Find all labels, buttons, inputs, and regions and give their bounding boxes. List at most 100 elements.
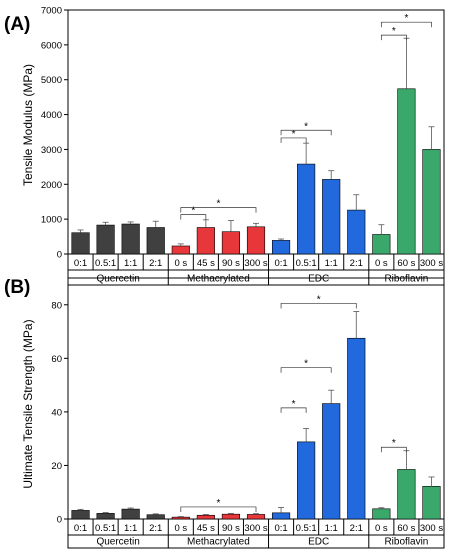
a-significance-bracket xyxy=(280,129,332,136)
a-significance-mark: * xyxy=(292,129,296,140)
a-bar-riboflavin-0-s xyxy=(372,234,391,255)
a-x-tick-label: 2:1 xyxy=(149,258,162,269)
b-bar-riboflavin-0-s xyxy=(372,508,391,520)
b-group-label-methacrylated: Methacrylated xyxy=(187,537,250,548)
b-significance-mark: * xyxy=(392,438,396,449)
a-significance-bracket xyxy=(180,214,207,220)
b-y-tick-label: 80 xyxy=(51,300,62,311)
b-bar-quercetin-2-1 xyxy=(146,514,165,520)
b-x-tick-label: 0 s xyxy=(375,523,388,534)
a-group-label-quercetin: Quercetin xyxy=(96,274,139,285)
panel-b-ultimate-tensile-strength: (B) Ultimate Tensile Strength (MPa) 0 20 4… xyxy=(4,277,445,549)
panel-b-label: (B) xyxy=(4,277,30,298)
a-x-tick-label: 90 s xyxy=(222,258,240,269)
b-x-tick-label: 1:1 xyxy=(124,523,137,534)
b-x-tick-label: 60 s xyxy=(397,523,415,534)
a-group-label-edc: EDC xyxy=(308,274,329,285)
b-x-tick-label: 0.5:1 xyxy=(95,523,116,534)
b-bar-riboflavin-300-s xyxy=(422,486,441,520)
b-bar-quercetin-0-5-1 xyxy=(96,513,115,520)
b-bar-edc-0-5-1 xyxy=(297,441,316,520)
a-y-tick-label: 7000 xyxy=(41,6,62,17)
b-x-tick-label: 300 s xyxy=(420,523,443,534)
b-bar-edc-0-1 xyxy=(271,512,291,520)
a-significance-bracket xyxy=(280,137,307,143)
a-y-tick-label: 0 xyxy=(57,250,62,261)
a-bar-riboflavin-300-s xyxy=(422,149,441,255)
a-x-tick-label: 1:1 xyxy=(124,258,137,269)
b-significance-mark: * xyxy=(216,498,220,509)
a-significance-mark: * xyxy=(191,206,195,217)
b-group-label-quercetin: Quercetin xyxy=(96,537,139,548)
a-bar-methacrylated-300-s xyxy=(246,226,266,255)
a-y-tick-label: 2000 xyxy=(41,180,62,191)
panel-a-y-axis-label: Tensile Modulus (MPa) xyxy=(21,64,35,186)
a-significance-bracket xyxy=(380,21,432,28)
b-significance-bracket xyxy=(380,446,407,453)
b-y-tick-label: 0 xyxy=(57,515,62,526)
panel-b-y-axis-label: Ultimate Tensile Strength (MPa) xyxy=(21,319,35,488)
b-bar-methacrylated-90-s xyxy=(221,513,241,520)
a-x-tick-label: 45 s xyxy=(197,258,215,269)
a-y-tick-label: 5000 xyxy=(41,75,62,86)
b-x-tick-label: 90 s xyxy=(222,523,240,534)
a-bar-edc-0-5-1 xyxy=(297,163,316,255)
a-bar-methacrylated-0-s xyxy=(171,245,190,255)
a-significance-bracket xyxy=(380,34,407,41)
a-bar-quercetin-1-1 xyxy=(121,223,140,255)
b-bar-edc-2-1 xyxy=(347,337,366,520)
a-bar-quercetin-0-5-1 xyxy=(96,224,115,255)
a-significance-bracket xyxy=(180,207,257,213)
a-y-tick-label: 3000 xyxy=(41,145,62,156)
b-bar-quercetin-0-1 xyxy=(71,510,90,520)
a-bar-riboflavin-60-s xyxy=(397,88,416,255)
b-significance-bracket xyxy=(280,303,357,309)
a-bar-methacrylated-90-s xyxy=(221,231,241,255)
b-x-tick-label: 2:1 xyxy=(350,523,363,534)
a-x-tick-label: 2:1 xyxy=(350,258,363,269)
a-y-tick-label: 1000 xyxy=(41,215,62,226)
a-x-tick-label: 60 s xyxy=(397,258,415,269)
a-group-label-methacrylated: Methacrylated xyxy=(187,274,250,285)
b-bar-methacrylated-45-s xyxy=(196,514,215,520)
a-plot-frame xyxy=(67,9,445,255)
b-x-tick-label: 2:1 xyxy=(149,523,162,534)
b-bar-quercetin-1-1 xyxy=(121,508,140,520)
a-x-tick-label: 300 s xyxy=(420,258,443,269)
b-bar-methacrylated-0-s xyxy=(171,516,190,520)
panel-a-label: (A) xyxy=(4,14,30,35)
b-significance-mark: * xyxy=(304,359,308,370)
b-significance-bracket xyxy=(180,506,257,512)
a-x-tick-label: 0:1 xyxy=(274,258,287,269)
a-bar-methacrylated-45-s xyxy=(196,227,215,255)
b-y-tick-label: 40 xyxy=(51,407,62,418)
a-bar-edc-2-1 xyxy=(347,209,366,255)
b-plot-frame xyxy=(67,277,445,520)
b-x-tick-label: 0:1 xyxy=(274,523,287,534)
a-bar-edc-0-1 xyxy=(271,240,291,255)
a-group-label-riboflavin: Riboflavin xyxy=(384,274,428,285)
a-significance-mark: * xyxy=(404,13,408,24)
b-x-tick-label: 0:1 xyxy=(74,523,87,534)
b-group-label-edc: EDC xyxy=(308,537,329,548)
panel-a-tensile-modulus: (A) Tensile Modulus (MPa) 0 1000 2000 3000 4… xyxy=(4,6,445,286)
a-x-tick-label: 1:1 xyxy=(325,258,338,269)
b-group-label-riboflavin: Riboflavin xyxy=(384,537,428,548)
a-x-tick-label: 0 s xyxy=(174,258,187,269)
b-x-tick-label: 0 s xyxy=(174,523,187,534)
b-bar-riboflavin-60-s xyxy=(397,469,416,520)
b-bar-edc-1-1 xyxy=(322,403,341,520)
a-x-tick-label: 0.5:1 xyxy=(95,258,116,269)
a-bar-edc-1-1 xyxy=(322,179,341,255)
b-bar-methacrylated-300-s xyxy=(246,514,266,520)
b-significance-bracket xyxy=(280,407,307,413)
a-y-tick-label: 4000 xyxy=(41,110,62,121)
b-significance-mark: * xyxy=(292,399,296,410)
a-x-tick-label: 300 s xyxy=(244,258,267,269)
b-x-tick-label: 45 s xyxy=(197,523,215,534)
b-y-tick-label: 20 xyxy=(51,461,62,472)
b-y-tick-label: 60 xyxy=(51,354,62,365)
a-bar-quercetin-0-1 xyxy=(71,232,90,255)
b-significance-bracket xyxy=(280,367,332,373)
